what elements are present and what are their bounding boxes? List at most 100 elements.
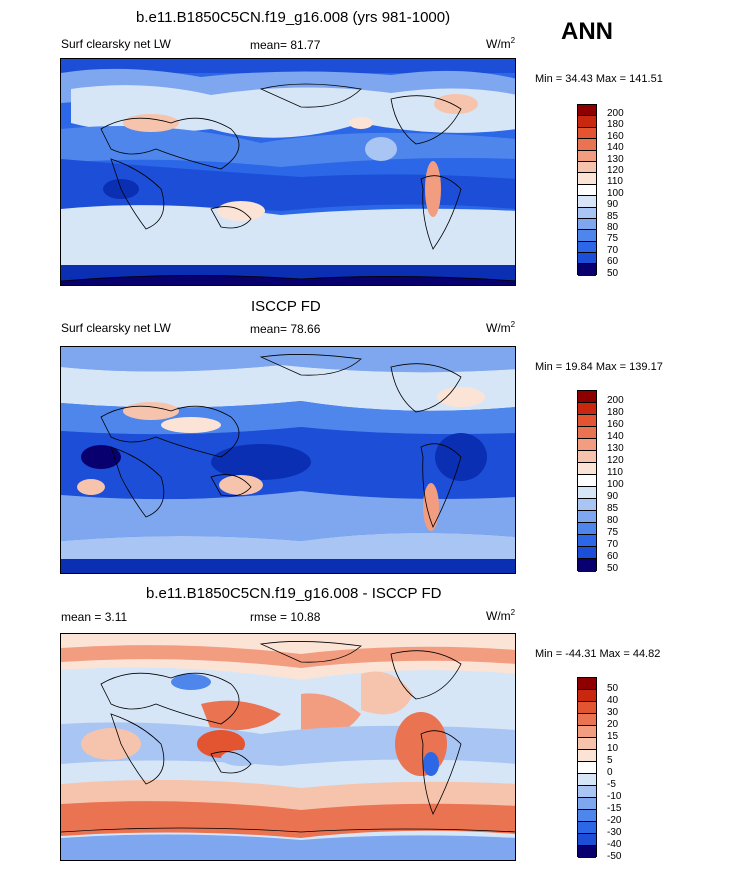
panel2-minmax: Min = 19.84 Max = 139.17 — [535, 361, 663, 373]
colorbar-swatch — [578, 161, 596, 174]
colorbar-label: -10 — [607, 791, 622, 802]
colorbar-swatch — [578, 184, 596, 197]
colorbar-swatch — [578, 415, 596, 427]
colorbar-label: 90 — [607, 491, 619, 502]
panel1-title: b.e11.B1850C5CN.f19_g16.008 (yrs 981-100… — [136, 9, 451, 26]
colorbar-swatch — [578, 762, 596, 774]
colorbar-label: -5 — [607, 779, 616, 790]
colorbar-swatch — [578, 834, 596, 846]
colorbar-swatch — [578, 253, 596, 265]
panel1-minmax: Min = 34.43 Max = 141.51 — [535, 73, 663, 85]
colorbar-label: 90 — [607, 199, 619, 210]
colorbar-swatch — [578, 475, 596, 487]
colorbar-swatch — [578, 207, 596, 219]
colorbar-swatch — [578, 173, 596, 185]
colorbar-label: 200 — [607, 395, 624, 406]
colorbar-label: 5 — [607, 755, 613, 766]
colorbar-label: 200 — [607, 108, 624, 119]
colorbar-swatch — [578, 547, 596, 559]
colorbar-label: 75 — [607, 527, 619, 538]
colorbar-swatch — [578, 786, 596, 798]
panel1-mean: mean= 81.77 — [250, 38, 321, 52]
colorbar-label: 70 — [607, 539, 619, 550]
panel1-units: W/m2 — [486, 36, 516, 51]
colorbar-label: 130 — [607, 443, 624, 454]
colorbar-swatch — [578, 463, 596, 475]
colorbar-label: 140 — [607, 431, 624, 442]
colorbar-label: 120 — [607, 165, 624, 176]
colorbar-swatch — [578, 523, 596, 535]
panel3-title: b.e11.B1850C5CN.f19_g16.008 - ISCCP FD — [146, 585, 442, 602]
colorbar-swatch — [578, 230, 596, 242]
colorbar-swatch — [578, 264, 596, 277]
colorbar-label: 30 — [607, 707, 619, 718]
colorbar-swatch — [578, 714, 596, 726]
panel2-colorbar — [577, 390, 597, 572]
panel3-units: W/m2 — [486, 608, 516, 623]
colorbar-swatch — [578, 150, 596, 162]
panel3-rmse: rmse = 10.88 — [250, 610, 321, 624]
colorbar-swatch — [578, 127, 596, 140]
colorbar-label: -50 — [607, 851, 622, 862]
colorbar-label: 20 — [607, 719, 619, 730]
colorbar-swatch — [578, 690, 596, 702]
colorbar-swatch — [578, 738, 596, 750]
colorbar-swatch — [578, 798, 596, 810]
colorbar-label: 120 — [607, 455, 624, 466]
colorbar-swatch — [578, 810, 596, 822]
colorbar-label: 60 — [607, 256, 619, 267]
colorbar-swatch — [578, 105, 596, 117]
colorbar-swatch — [578, 487, 596, 499]
colorbar-swatch — [578, 403, 596, 415]
colorbar-label: 160 — [607, 131, 624, 142]
panel3-map — [60, 633, 516, 861]
colorbar-label: 40 — [607, 695, 619, 706]
colorbar-label: 85 — [607, 211, 619, 222]
colorbar-label: 110 — [607, 467, 623, 478]
colorbar-swatch — [578, 116, 596, 128]
colorbar-swatch — [578, 822, 596, 834]
panel1-map — [60, 58, 516, 286]
colorbar-label: 50 — [607, 683, 619, 694]
colorbar-label: -30 — [607, 827, 622, 838]
panel3-minmax: Min = -44.31 Max = 44.82 — [535, 648, 661, 660]
colorbar-swatch — [578, 678, 596, 690]
colorbar-label: 80 — [607, 222, 619, 233]
colorbar-label: 70 — [607, 245, 619, 256]
colorbar-swatch — [578, 241, 596, 254]
season-label: ANN — [561, 18, 613, 45]
colorbar-swatch — [578, 391, 596, 403]
colorbar-label: 180 — [607, 119, 624, 130]
colorbar-swatch — [578, 499, 596, 511]
colorbar-label: 50 — [607, 563, 619, 574]
colorbar-swatch — [578, 535, 596, 547]
panel2-mean: mean= 78.66 — [250, 322, 321, 336]
colorbar-label: 75 — [607, 233, 619, 244]
colorbar-label: -20 — [607, 815, 622, 826]
colorbar-swatch — [578, 139, 596, 151]
colorbar-swatch — [578, 559, 596, 572]
colorbar-label: 50 — [607, 268, 619, 279]
colorbar-label: 0 — [607, 767, 613, 778]
colorbar-swatch — [578, 511, 596, 523]
colorbar-label: 130 — [607, 154, 624, 165]
colorbar-label: 85 — [607, 503, 619, 514]
panel2-title: ISCCP FD — [251, 298, 321, 315]
colorbar-label: 160 — [607, 419, 624, 430]
colorbar-swatch — [578, 439, 596, 451]
colorbar-swatch — [578, 196, 596, 208]
colorbar-swatch — [578, 750, 596, 762]
colorbar-label: 140 — [607, 142, 624, 153]
colorbar-label: 80 — [607, 515, 619, 526]
colorbar-label: 180 — [607, 407, 624, 418]
panel1-colorbar — [577, 104, 597, 277]
panel1-variable-label: Surf clearsky net LW — [61, 37, 171, 51]
colorbar-label: 110 — [607, 176, 623, 187]
colorbar-swatch — [578, 702, 596, 714]
panel3-colorbar — [577, 677, 597, 858]
colorbar-label: 60 — [607, 551, 619, 562]
colorbar-swatch — [578, 774, 596, 786]
colorbar-label: 100 — [607, 188, 624, 199]
colorbar-swatch — [578, 451, 596, 463]
colorbar-swatch — [578, 218, 596, 231]
